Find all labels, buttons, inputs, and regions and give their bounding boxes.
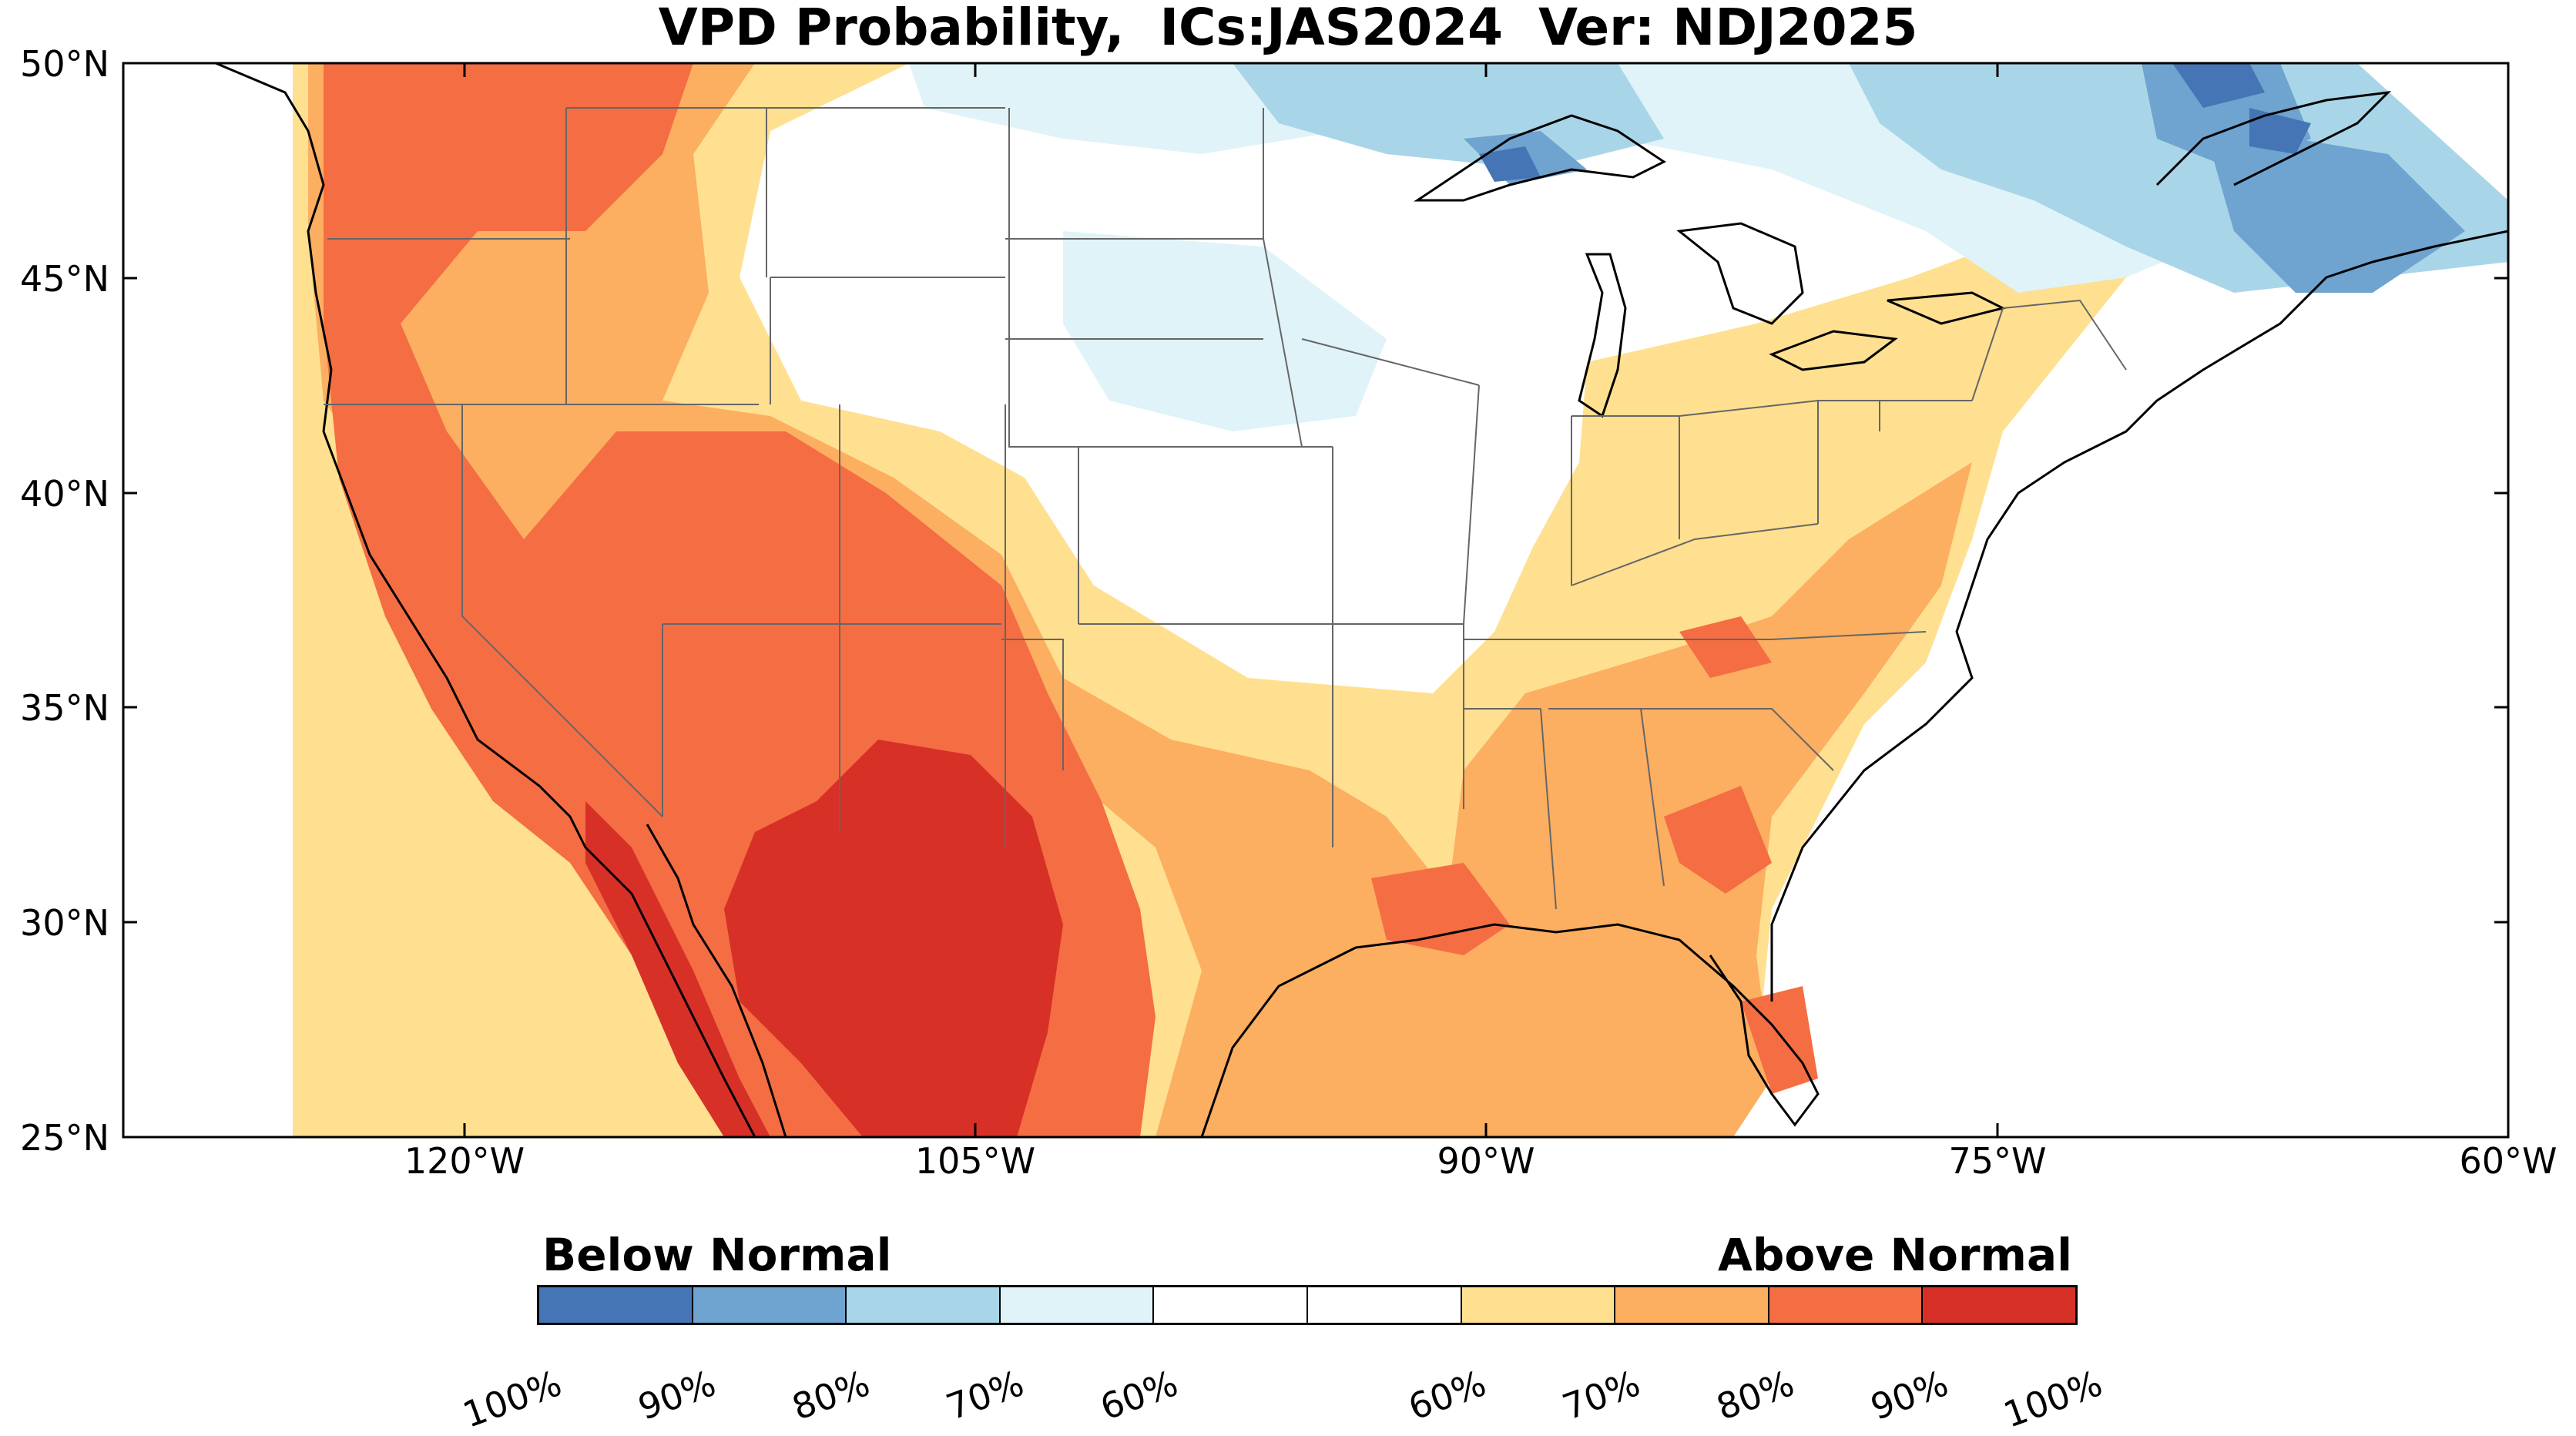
above-normal-90-region-southeast xyxy=(1371,616,1818,1094)
lon-label-90w: 90°W xyxy=(1437,1140,1535,1182)
map-frame xyxy=(122,62,2510,1139)
great-lakes-huron xyxy=(1676,222,1804,325)
baja-coastline xyxy=(646,824,787,1137)
state-lines-west xyxy=(324,107,1079,847)
lon-label-105w: 105°W xyxy=(914,1140,1036,1182)
probability-field xyxy=(293,63,2508,1137)
legend-below-normal-label: Below Normal xyxy=(542,1229,892,1281)
lat-label-50: 50°N xyxy=(20,43,109,85)
below-normal-90-region xyxy=(1479,63,2311,182)
atlantic-coastline xyxy=(1770,230,2508,1002)
state-lines-east xyxy=(1464,299,2127,771)
coastlines xyxy=(215,63,2508,1137)
lon-label-60w: 60°W xyxy=(2459,1140,2558,1182)
axis-ticks xyxy=(123,62,2508,1137)
above-normal-100-region xyxy=(724,740,1063,1137)
map-title: VPD Probability, ICs:JAS2024 Ver: NDJ202… xyxy=(658,0,1918,57)
lat-label-30: 30°N xyxy=(20,902,109,944)
saint-lawrence xyxy=(2155,90,2392,186)
pacific-coastline xyxy=(215,63,756,1137)
legend-swatch-below-60 xyxy=(1154,1287,1308,1323)
great-lakes-superior xyxy=(1414,114,1666,202)
lon-label-75w: 75°W xyxy=(1948,1140,2047,1182)
legend-swatch-above-80 xyxy=(1615,1287,1769,1323)
legend-swatch-above-90 xyxy=(1769,1287,1924,1323)
lat-label-40: 40°N xyxy=(20,473,109,515)
legend-swatch-below-90 xyxy=(693,1287,847,1323)
legend-swatch-below-70 xyxy=(1000,1287,1155,1323)
state-boundaries xyxy=(324,107,2127,910)
legend-swatch-above-60 xyxy=(1307,1287,1462,1323)
legend-colorbar xyxy=(537,1285,2078,1325)
gulf-coastline xyxy=(847,923,1820,1137)
below-normal-60-plains xyxy=(1063,231,1387,431)
legend-above-normal-label: Above Normal xyxy=(1717,1229,2072,1281)
lon-label-120w: 120°W xyxy=(404,1140,525,1182)
lat-label-35: 35°N xyxy=(20,687,109,729)
above-normal-80-region xyxy=(308,63,1972,1137)
legend-swatch-below-100 xyxy=(539,1287,693,1323)
lat-label-45: 45°N xyxy=(20,258,109,300)
lat-label-25: 25°N xyxy=(20,1117,109,1159)
legend-swatch-above-100 xyxy=(1923,1287,2075,1323)
state-lines-central xyxy=(1001,108,1665,910)
legend-swatch-above-70 xyxy=(1461,1287,1616,1323)
above-normal-100-baja xyxy=(585,801,770,1137)
below-normal-80-region xyxy=(1464,63,2465,293)
legend-swatch-below-80 xyxy=(847,1287,1001,1323)
